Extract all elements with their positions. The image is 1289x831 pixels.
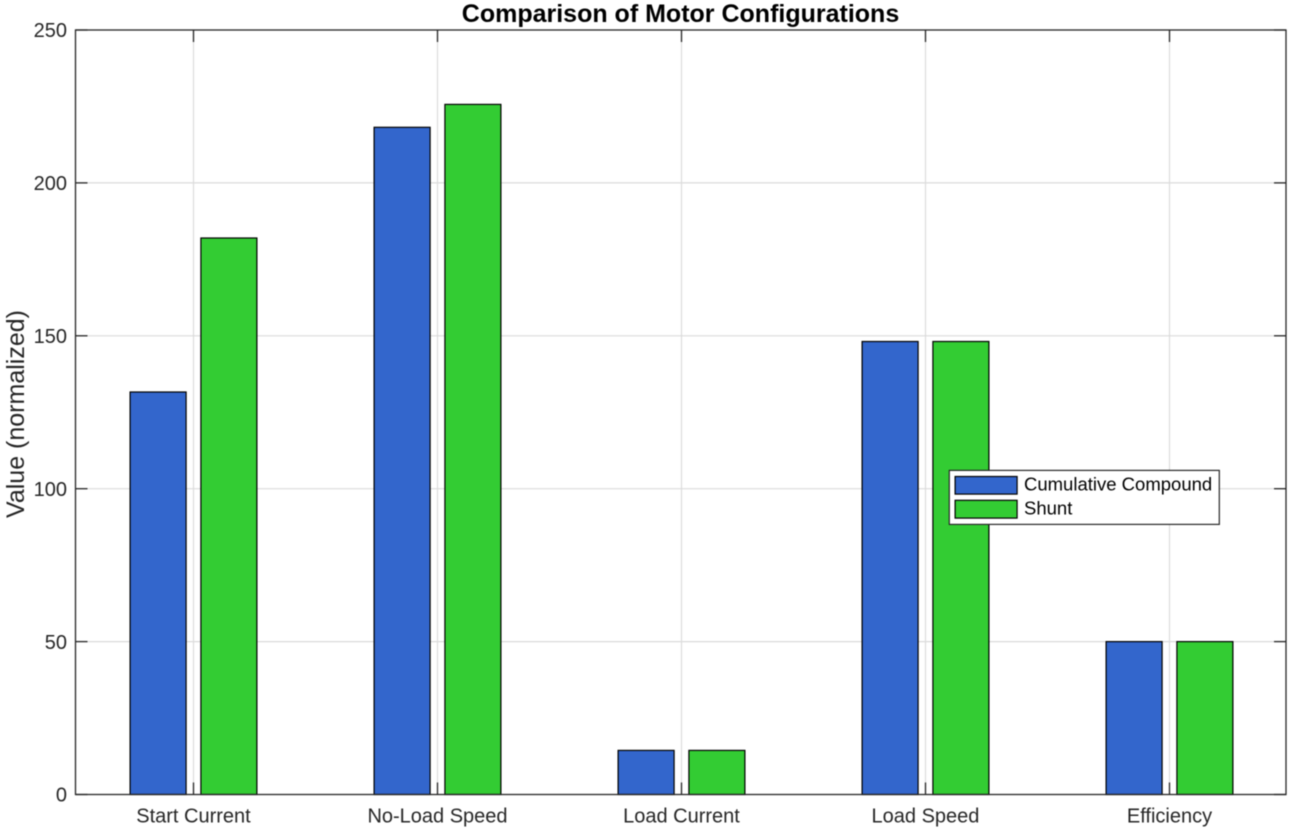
svg-text:Cumulative Compound: Cumulative Compound <box>1024 474 1212 495</box>
svg-text:Efficiency: Efficiency <box>1127 805 1212 827</box>
svg-text:Value (normalized): Value (normalized) <box>2 310 30 518</box>
svg-text:Load Current: Load Current <box>623 805 740 827</box>
svg-text:50: 50 <box>45 632 67 654</box>
svg-text:Comparison of Motor Configurat: Comparison of Motor Configurations <box>462 0 899 28</box>
svg-text:0: 0 <box>56 785 67 807</box>
svg-text:150: 150 <box>34 326 67 348</box>
svg-text:250: 250 <box>34 20 67 42</box>
svg-text:No-Load Speed: No-Load Speed <box>367 805 507 827</box>
svg-text:Shunt: Shunt <box>1024 498 1072 519</box>
svg-text:200: 200 <box>34 173 67 195</box>
svg-text:Start Current: Start Current <box>136 805 251 827</box>
svg-text:100: 100 <box>34 479 67 501</box>
svg-text:Load Speed: Load Speed <box>872 805 980 827</box>
